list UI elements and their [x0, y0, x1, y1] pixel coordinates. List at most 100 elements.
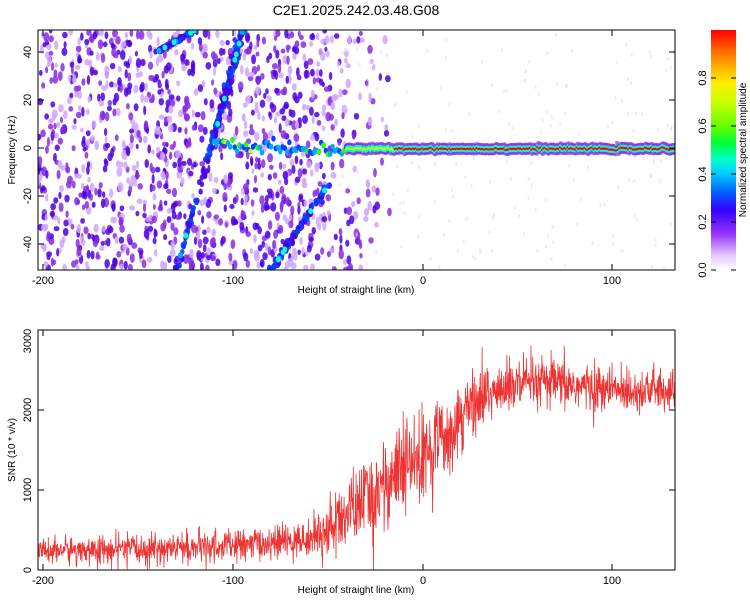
heatmap-cell	[170, 240, 175, 250]
heatmap-cell	[294, 176, 301, 183]
heatmap-cell	[104, 111, 110, 122]
heatmap-cell	[302, 53, 307, 62]
heatmap-cell	[94, 187, 98, 196]
heatmap-cell	[294, 40, 300, 48]
heatmap-cell	[326, 250, 331, 258]
heatmap-cell	[210, 255, 217, 262]
heatmap-cell	[71, 145, 76, 152]
heatmap-cell	[77, 54, 82, 64]
bottom-xtick-label: -200	[32, 575, 54, 587]
heatmap-cell	[303, 69, 309, 79]
heatmap-cell	[54, 62, 58, 68]
heatmap-cell	[183, 213, 187, 220]
heatmap-cell	[190, 68, 196, 77]
heatmap-cell	[224, 221, 228, 228]
heatmap-cell	[257, 111, 261, 120]
heatmap-cell	[658, 178, 661, 183]
heatmap-cell	[153, 248, 158, 257]
heatmap-cell	[245, 96, 249, 104]
heatmap-cell	[228, 143, 233, 150]
heatmap-cell	[316, 149, 322, 155]
heatmap-cell	[649, 54, 653, 59]
heatmap-cell	[160, 151, 166, 161]
heatmap-cell	[572, 178, 576, 183]
heatmap-cell	[303, 60, 309, 70]
heatmap-cell	[162, 44, 168, 51]
top-xtick-label: -100	[222, 275, 244, 287]
heatmap-cell	[672, 143, 675, 147]
heatmap-cell	[212, 187, 217, 194]
heatmap-cell	[243, 252, 249, 262]
heatmap-cell	[129, 205, 136, 211]
heatmap-cell	[439, 85, 443, 90]
heatmap-cell	[191, 124, 196, 131]
heatmap-cell	[152, 203, 156, 210]
heatmap-cell	[98, 99, 105, 107]
heatmap-cell	[111, 203, 116, 212]
heatmap-cell	[177, 200, 182, 207]
heatmap-cell	[202, 236, 209, 245]
heatmap-cell	[91, 201, 96, 208]
heatmap-cell	[324, 35, 330, 45]
heatmap-cell	[202, 126, 208, 136]
heatmap-cell	[242, 102, 248, 108]
heatmap-cell	[233, 51, 239, 58]
heatmap-cell	[172, 161, 178, 169]
heatmap-cell	[50, 203, 56, 211]
heatmap-cell	[83, 191, 88, 200]
heatmap-cell	[228, 53, 233, 60]
heatmap-cell	[98, 182, 103, 189]
heatmap-cell	[112, 216, 117, 223]
heatmap-cell	[100, 53, 106, 63]
heatmap-cell	[299, 158, 303, 166]
heatmap-cell	[347, 37, 352, 44]
heatmap-cell	[344, 105, 348, 110]
heatmap-cell	[110, 42, 116, 49]
heatmap-cell	[168, 104, 174, 114]
heatmap-cell	[344, 57, 348, 64]
heatmap-cell	[620, 99, 624, 104]
heatmap-cell	[78, 104, 82, 112]
heatmap-cell	[322, 30, 328, 34]
heatmap-cell	[282, 145, 288, 152]
heatmap-cell	[75, 264, 80, 270]
heatmap-cell	[206, 247, 211, 257]
heatmap-cell	[223, 182, 227, 191]
heatmap-cell	[174, 48, 179, 56]
heatmap-cell	[58, 104, 64, 113]
heatmap-cell	[180, 53, 186, 62]
heatmap-cell	[275, 49, 280, 59]
heatmap-cell	[302, 114, 308, 124]
heatmap-cell	[126, 87, 132, 95]
heatmap-cell	[197, 238, 203, 249]
heatmap-cell	[346, 206, 353, 216]
heatmap-cell	[114, 134, 119, 142]
heatmap-cell	[142, 212, 147, 219]
heatmap-cell	[191, 192, 195, 199]
heatmap-cell	[225, 40, 230, 46]
heatmap-cell	[191, 109, 195, 118]
heatmap-cell	[203, 98, 208, 106]
heatmap-cell	[146, 257, 153, 263]
heatmap-cell	[395, 164, 399, 169]
heatmap-cell	[402, 200, 405, 205]
heatmap-cell	[505, 88, 508, 93]
heatmap-cell	[181, 160, 187, 166]
heatmap-cell	[69, 61, 75, 68]
heatmap-cell	[345, 78, 351, 89]
heatmap-cell	[406, 188, 409, 193]
heatmap-cell	[277, 72, 284, 79]
heatmap-cell	[142, 135, 148, 144]
heatmap-cell	[399, 201, 402, 206]
heatmap-cell	[240, 209, 244, 219]
heatmap-cell	[273, 45, 277, 53]
heatmap-cell	[133, 178, 138, 187]
heatmap-cell	[191, 30, 197, 34]
heatmap-cell	[207, 30, 211, 40]
heatmap-cell	[325, 111, 332, 122]
heatmap-cell	[666, 123, 670, 128]
heatmap-cell	[137, 183, 143, 190]
heatmap-cell	[229, 203, 235, 210]
heatmap-cell	[97, 39, 104, 50]
bottom-y-axis-label: SNR (10 * v/v)	[7, 418, 18, 482]
